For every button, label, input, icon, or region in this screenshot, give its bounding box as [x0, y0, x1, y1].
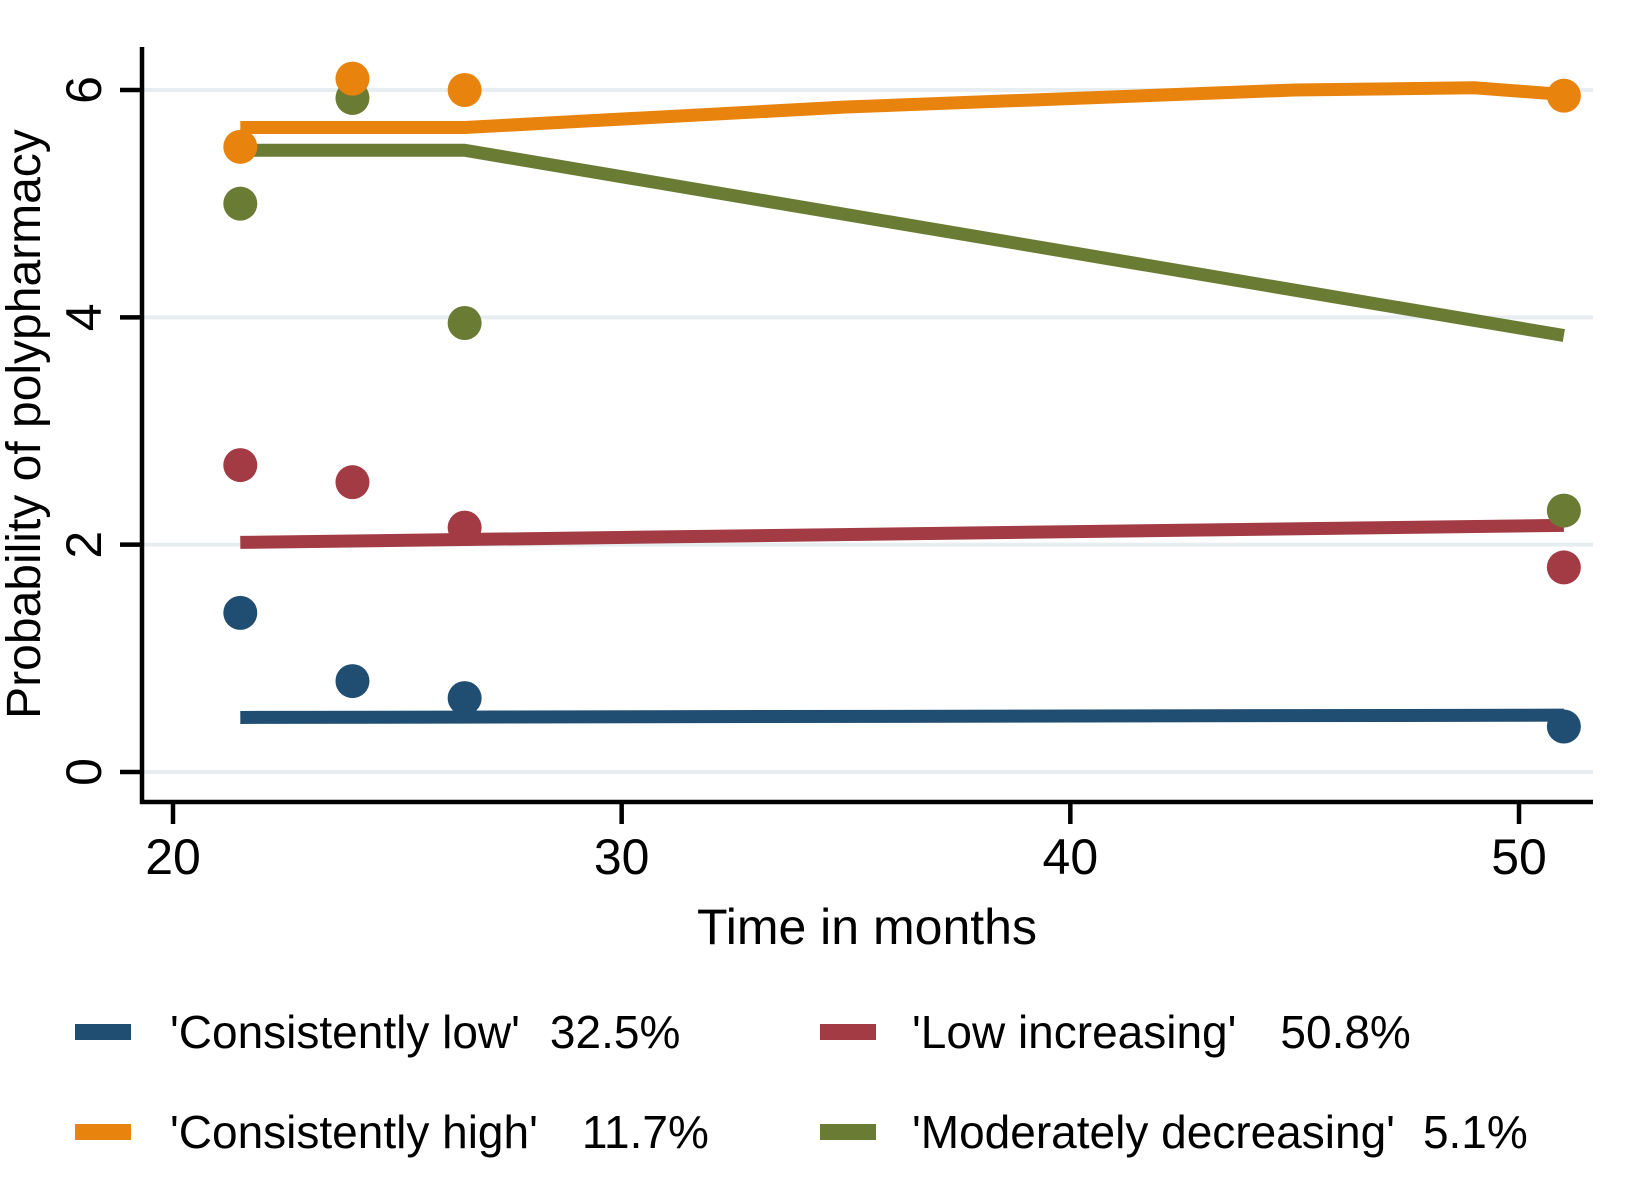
legend-item-consistently-low: 'Consistently low' 32.5% [75, 1006, 680, 1058]
legend-label-moderately-decreasing: 'Moderately decreasing' 5.1% [912, 1106, 1528, 1158]
axis-lines [139, 47, 1593, 805]
y-axis-ticks: 0 2 4 6 [56, 76, 142, 786]
data-point-low-increasing [447, 510, 482, 545]
data-point-consistently-high [1546, 78, 1581, 113]
legend-label-consistently-high: 'Consistently high' 11.7% [170, 1106, 709, 1158]
data-point-consistently-high [335, 61, 370, 96]
data-point-moderately-decreasing [447, 306, 482, 341]
x-tick-label: 50 [1491, 829, 1547, 885]
y-tick-label: 2 [56, 531, 112, 559]
data-point-consistently-low [1546, 709, 1581, 744]
legend-swatch-low-increasing [820, 1024, 876, 1040]
legend: 'Consistently low' 32.5% 'Low increasing'… [75, 1006, 1528, 1158]
trajectory-line-consistently-high [240, 81, 1565, 135]
data-point-consistently-low [335, 664, 370, 699]
axes [139, 47, 1593, 805]
y-tick-label: 6 [56, 76, 112, 104]
x-axis-ticks: 20 30 40 50 [145, 802, 1547, 885]
legend-item-consistently-high: 'Consistently high' 11.7% [75, 1106, 709, 1158]
legend-item-moderately-decreasing: 'Moderately decreasing' 5.1% [820, 1106, 1528, 1158]
legend-swatch-consistently-low [75, 1024, 131, 1040]
data-point-consistently-high [223, 129, 258, 164]
x-tick-label: 30 [594, 829, 650, 885]
data-point-consistently-low [447, 681, 482, 716]
data-point-low-increasing [223, 448, 258, 483]
data-point-consistently-high [447, 72, 482, 107]
data-point-moderately-decreasing [1546, 493, 1581, 528]
trajectory-line-low-increasing [240, 518, 1564, 549]
y-axis-title: Probability of polypharmacy [0, 129, 51, 719]
data-point-low-increasing [1546, 550, 1581, 585]
y-tick-label: 4 [56, 303, 112, 331]
data-point-consistently-low [223, 595, 258, 630]
trajectory-lines [240, 81, 1565, 724]
y-tick-label: 0 [56, 758, 112, 786]
legend-swatch-consistently-high [75, 1124, 131, 1140]
x-axis-title: Time in months [697, 899, 1037, 955]
legend-item-low-increasing: 'Low increasing' 50.8% [820, 1006, 1411, 1058]
observed-points [223, 61, 1581, 744]
legend-label-consistently-low: 'Consistently low' 32.5% [170, 1006, 680, 1058]
x-tick-label: 20 [145, 829, 201, 885]
trajectory-line-consistently-low [240, 708, 1564, 724]
legend-label-low-increasing: 'Low increasing' 50.8% [912, 1006, 1411, 1058]
trajectory-line-moderately-decreasing [240, 143, 1565, 342]
x-tick-label: 40 [1043, 829, 1099, 885]
data-point-moderately-decreasing [223, 186, 258, 221]
legend-swatch-moderately-decreasing [820, 1124, 876, 1140]
data-point-low-increasing [335, 465, 370, 500]
